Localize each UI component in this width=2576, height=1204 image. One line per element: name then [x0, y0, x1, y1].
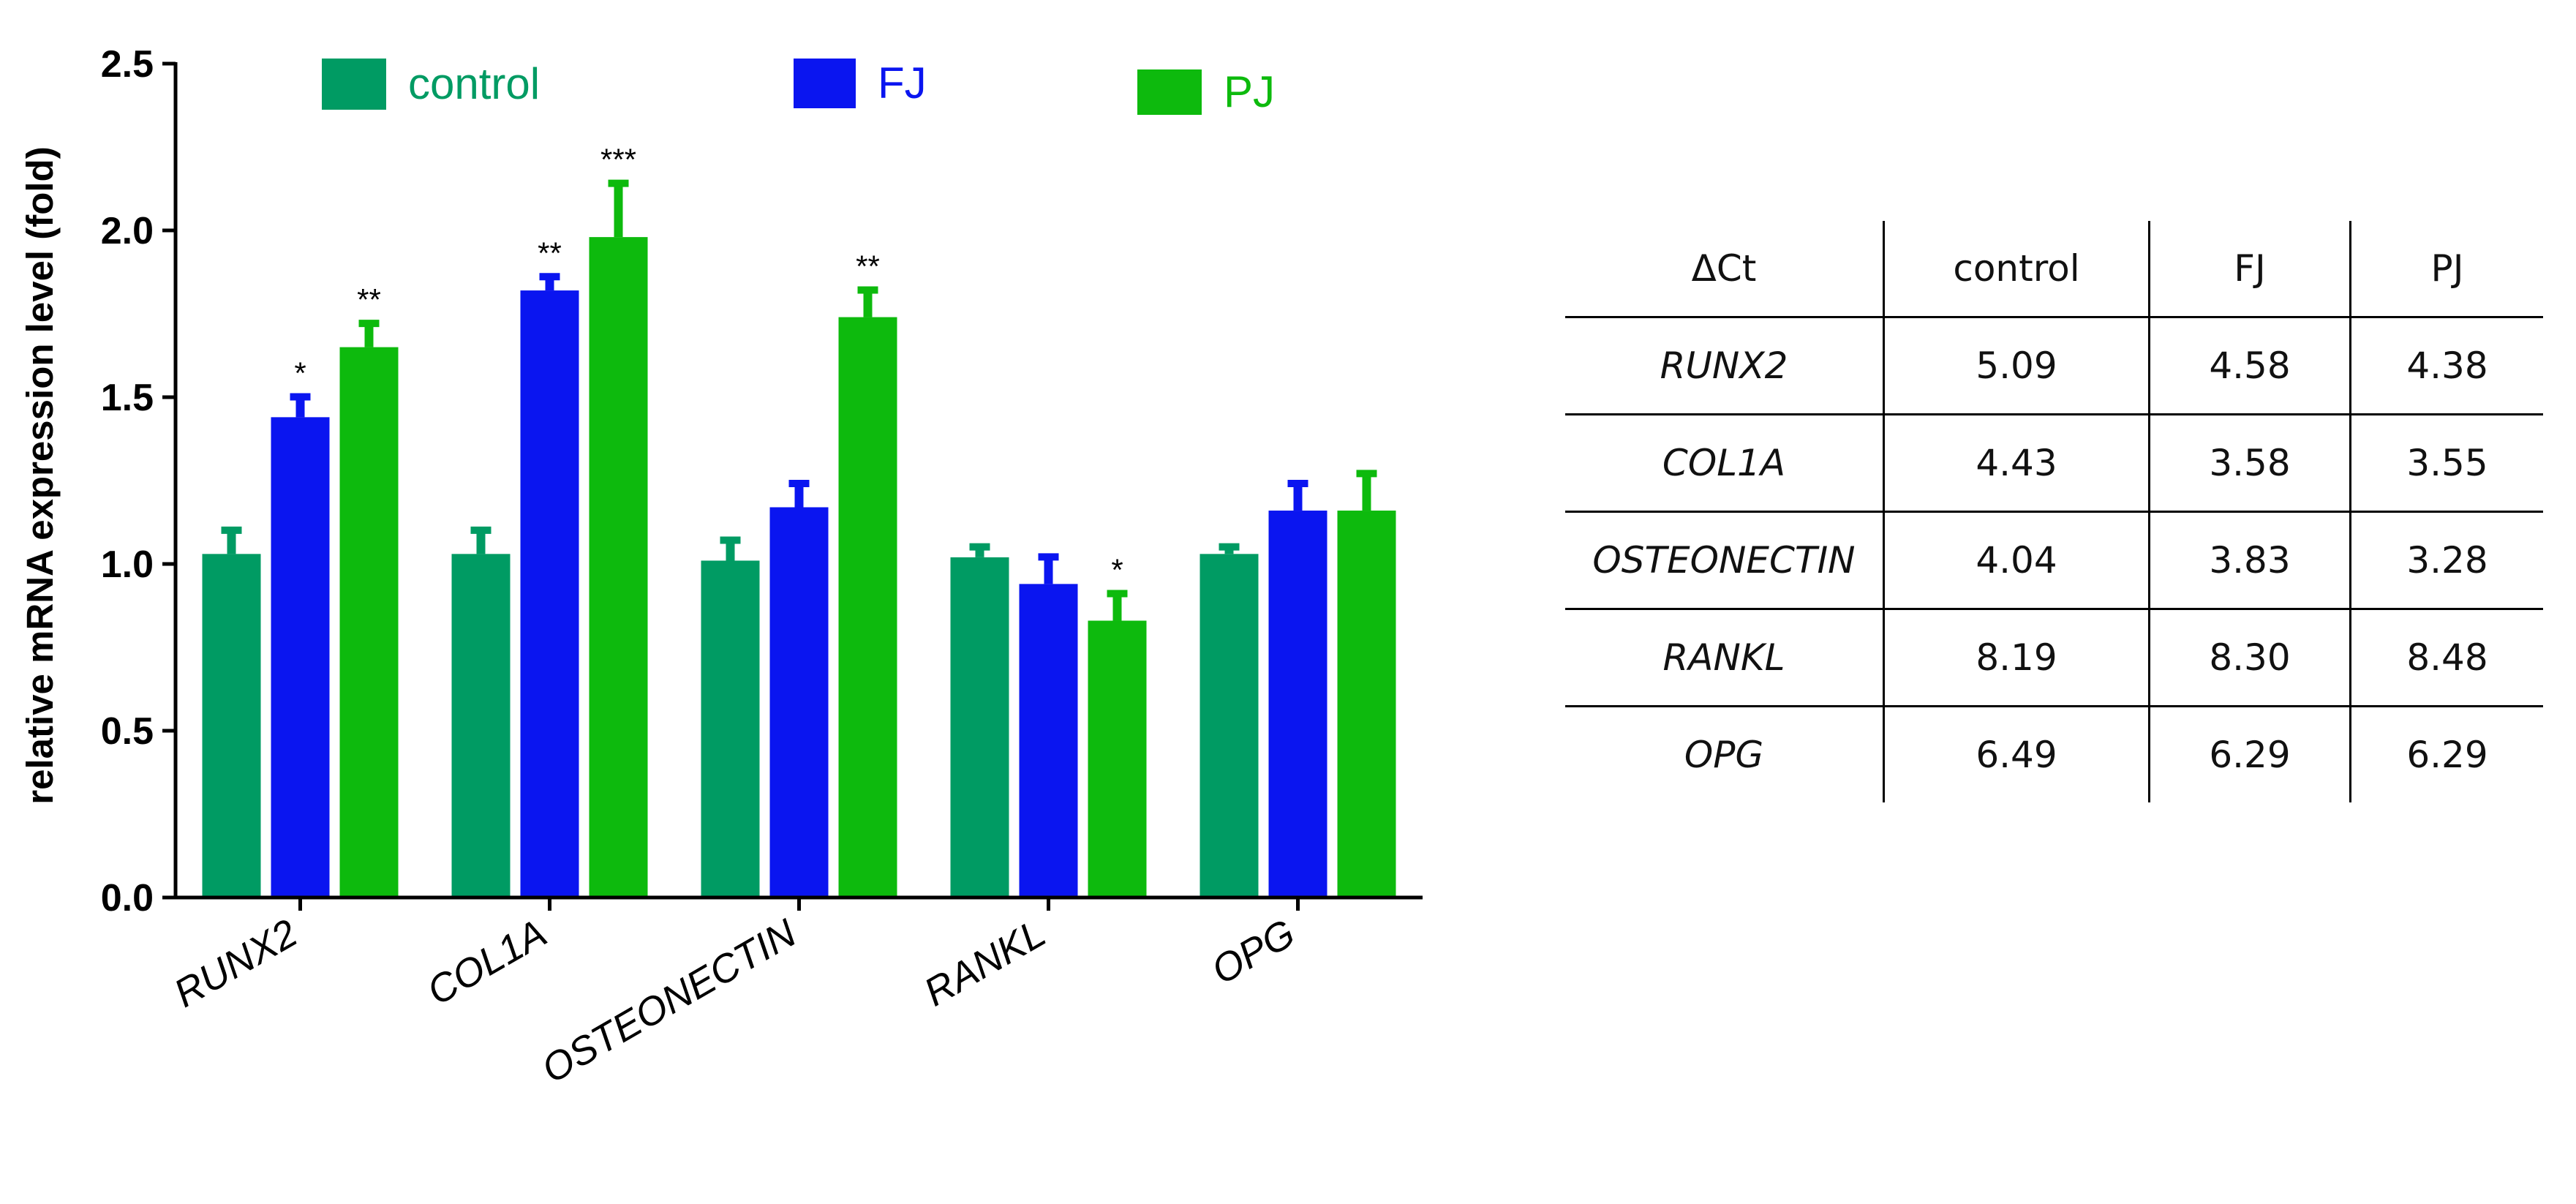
legend-swatch-control — [322, 59, 386, 110]
cell-fj: 3.58 — [2148, 413, 2351, 512]
legend-label-control: control — [408, 59, 540, 108]
header-fj: FJ — [2148, 221, 2351, 317]
x-tick-label: OPG — [1205, 911, 1303, 993]
y-axis-label: relative mRNA expression level (fold) — [19, 146, 61, 804]
header-pj: PJ — [2349, 221, 2543, 317]
y-tick-label: 2.0 — [101, 210, 154, 252]
cell-fj: 4.58 — [2148, 316, 2351, 415]
table-row: COL1A 4.43 3.58 3.55 — [1565, 413, 2543, 512]
cell-pj: 8.48 — [2349, 608, 2543, 707]
legend-label-fj: FJ — [878, 59, 927, 108]
bar-fj-osteonectin — [769, 507, 829, 898]
cell-gene: OPG — [1565, 705, 1884, 802]
bar-pj-opg — [1337, 511, 1396, 898]
cell-gene: RANKL — [1565, 608, 1884, 707]
y-tick-label: 2.5 — [101, 43, 154, 86]
y-tick-label: 0.5 — [101, 710, 154, 753]
legend-swatch-pj — [1137, 69, 1202, 115]
bar-fj-col1a — [520, 290, 579, 898]
error-bars-layer — [221, 179, 1377, 621]
bar-fj-rankl — [1019, 584, 1078, 898]
table-header-row: ΔCt control FJ PJ — [1565, 221, 2543, 317]
table-row: OPG 6.49 6.29 6.29 — [1565, 705, 2543, 802]
cell-pj: 4.38 — [2349, 316, 2543, 415]
bar-control-opg — [1200, 554, 1259, 898]
table-row: OSTEONECTIN 4.04 3.83 3.28 — [1565, 511, 2543, 609]
table-row: RUNX2 5.09 4.58 4.38 — [1565, 316, 2543, 415]
cell-control: 4.04 — [1883, 511, 2150, 609]
significance-label: * — [1111, 552, 1123, 587]
cell-fj: 6.29 — [2148, 705, 2351, 802]
legend-swatch-fj — [794, 59, 856, 108]
cell-gene: OSTEONECTIN — [1565, 511, 1884, 609]
cell-gene: RUNX2 — [1565, 316, 1884, 415]
cell-control: 4.43 — [1883, 413, 2150, 512]
bar-fj-runx2 — [271, 417, 330, 898]
bar-control-runx2 — [202, 554, 261, 898]
cell-pj: 3.55 — [2349, 413, 2543, 512]
bar-pj-runx2 — [339, 347, 399, 898]
cell-control: 8.19 — [1883, 608, 2150, 707]
header-control: control — [1883, 221, 2150, 317]
significance-label: *** — [600, 143, 636, 177]
significance-label: ** — [538, 236, 562, 270]
bar-fj-opg — [1268, 511, 1327, 898]
bars-layer — [202, 237, 1396, 898]
table-row: RANKL 8.19 8.30 8.48 — [1565, 608, 2543, 707]
bar-pj-osteonectin — [838, 317, 897, 898]
bar-pj-col1a — [589, 237, 648, 898]
bar-control-col1a — [451, 554, 511, 898]
header-delta-ct: ΔCt — [1691, 247, 1757, 290]
y-tick-label: 1.5 — [101, 377, 154, 419]
bar-control-rankl — [950, 557, 1009, 898]
x-tick-label: RUNX2 — [167, 911, 305, 1015]
y-tick-label: 0.0 — [101, 877, 154, 919]
legend-label-pj: PJ — [1224, 67, 1275, 116]
bar-pj-rankl — [1088, 620, 1147, 898]
cell-gene: COL1A — [1565, 413, 1884, 512]
significance-label: ** — [357, 282, 381, 317]
legend: control FJ PJ — [322, 59, 1275, 116]
x-tick-label: RANKL — [917, 911, 1053, 1015]
significance-layer: *********** — [294, 143, 1123, 587]
bar-control-osteonectin — [701, 560, 760, 898]
significance-label: * — [294, 355, 306, 390]
cell-control: 5.09 — [1883, 316, 2150, 415]
x-tick-label: COL1A — [420, 911, 554, 1014]
y-tick-label: 1.0 — [101, 543, 154, 586]
x-tick-label: OSTEONECTIN — [535, 911, 805, 1091]
cell-pj: 3.28 — [2349, 511, 2543, 609]
cell-pj: 6.29 — [2349, 705, 2543, 802]
cell-control: 6.49 — [1883, 705, 2150, 802]
significance-label: ** — [856, 249, 880, 284]
cell-fj: 8.30 — [2148, 608, 2351, 707]
cell-fj: 3.83 — [2148, 511, 2351, 609]
delta-ct-table: ΔCt control FJ PJ RUNX2 5.09 4.58 4.38 C… — [1565, 221, 2543, 802]
